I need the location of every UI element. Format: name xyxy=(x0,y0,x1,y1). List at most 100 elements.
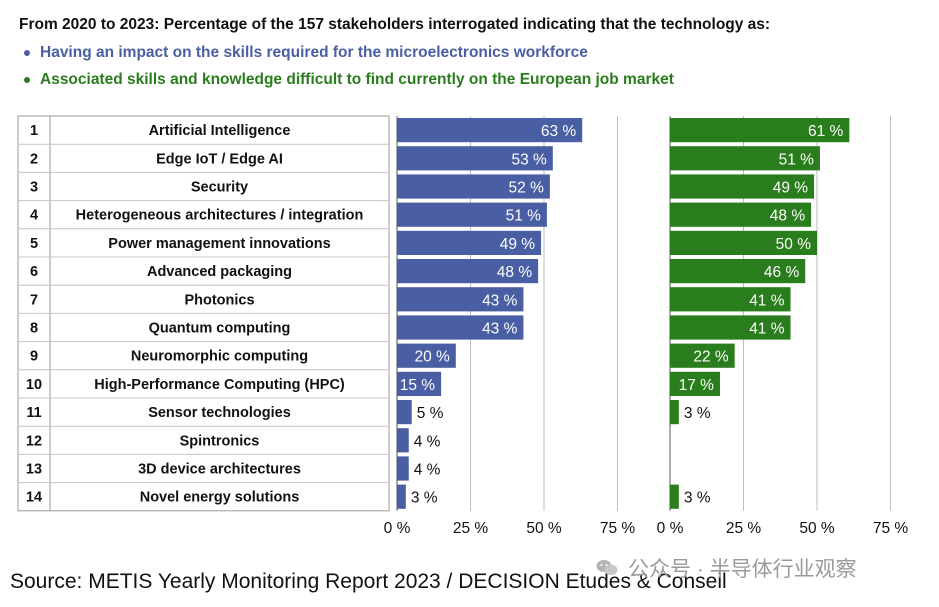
bar xyxy=(397,400,412,425)
bar xyxy=(670,174,815,199)
bar xyxy=(670,230,817,255)
legend-marker-impact xyxy=(24,50,30,56)
x-tick-label: 0 % xyxy=(657,520,684,537)
data-label: 49 % xyxy=(773,180,809,197)
x-tick-label: 75 % xyxy=(873,520,909,537)
data-label: 3 % xyxy=(684,490,711,507)
data-label: 22 % xyxy=(693,349,729,366)
data-label: 48 % xyxy=(770,208,806,225)
data-label: 63 % xyxy=(541,123,577,140)
legend-item-impact: Having an impact on the skills required … xyxy=(24,44,588,62)
x-tick-label: 25 % xyxy=(726,520,762,537)
rank-label: 4 xyxy=(30,208,38,224)
wechat-icon xyxy=(596,560,618,576)
data-label: 15 % xyxy=(400,377,436,394)
rank-label: 7 xyxy=(30,292,38,308)
rank-label: 6 xyxy=(30,264,38,280)
bar xyxy=(397,259,539,284)
bar xyxy=(397,146,553,171)
rank-label: 1 xyxy=(30,123,38,139)
rank-label: 10 xyxy=(26,377,42,393)
category-label: 3D device architectures xyxy=(138,462,301,478)
watermark-text: 公众号 · 半导体行业观察 xyxy=(628,558,857,581)
x-tick-label: 75 % xyxy=(600,520,636,537)
bar xyxy=(397,174,550,199)
rank-label: 11 xyxy=(26,405,41,421)
legend-marker-difficult xyxy=(24,77,30,83)
category-label: Artificial Intelligence xyxy=(149,123,291,139)
bar xyxy=(670,202,812,227)
bar xyxy=(397,343,456,368)
category-label: High-Performance Computing (HPC) xyxy=(94,377,345,393)
rank-label: 8 xyxy=(30,321,38,337)
bar xyxy=(397,315,524,340)
rank-label: 2 xyxy=(30,151,38,167)
bar xyxy=(670,315,791,340)
category-label: Heterogeneous architectures / integratio… xyxy=(76,208,364,224)
data-label: 3 % xyxy=(684,405,711,422)
category-label: Novel energy solutions xyxy=(140,490,300,506)
x-tick-label: 0 % xyxy=(384,520,411,537)
x-tick-label: 25 % xyxy=(453,520,489,537)
bar xyxy=(670,400,679,425)
category-label: Quantum computing xyxy=(149,321,291,337)
bar xyxy=(670,484,679,509)
data-label: 20 % xyxy=(414,349,450,366)
category-label: Sensor technologies xyxy=(148,405,291,421)
data-label: 3 % xyxy=(411,490,438,507)
data-label: 41 % xyxy=(749,292,785,309)
data-label: 17 % xyxy=(679,377,715,394)
rank-label: 9 xyxy=(30,349,38,365)
category-label: Photonics xyxy=(184,292,254,308)
rank-label: 5 xyxy=(30,236,38,252)
x-tick-label: 50 % xyxy=(799,520,835,537)
data-label: 49 % xyxy=(500,236,536,253)
bar xyxy=(397,484,406,509)
rank-label: 13 xyxy=(26,462,42,478)
bar xyxy=(670,287,791,312)
bar xyxy=(397,118,583,143)
rank-label: 3 xyxy=(30,180,38,196)
category-label: Edge IoT / Edge AI xyxy=(156,151,283,167)
bar xyxy=(397,456,409,481)
rank-label: 12 xyxy=(26,433,42,449)
data-label: 51 % xyxy=(779,151,815,168)
bar xyxy=(670,118,850,143)
legend-label-difficult: Associated skills and knowledge difficul… xyxy=(40,71,674,88)
data-label: 51 % xyxy=(506,208,542,225)
bar xyxy=(670,371,720,396)
bar xyxy=(670,343,735,368)
bar xyxy=(397,202,547,227)
category-label: Power management innovations xyxy=(108,236,330,252)
bar xyxy=(397,371,442,396)
data-label: 48 % xyxy=(497,264,533,281)
data-label: 50 % xyxy=(776,236,812,253)
data-label: 43 % xyxy=(482,292,518,309)
category-label: Neuromorphic computing xyxy=(131,349,308,365)
bar xyxy=(397,428,409,453)
data-label: 43 % xyxy=(482,321,518,338)
data-label: 4 % xyxy=(414,462,441,479)
data-label: 53 % xyxy=(511,151,547,168)
legend-item-difficult: Associated skills and knowledge difficul… xyxy=(24,71,674,89)
bar xyxy=(397,287,524,312)
data-label: 61 % xyxy=(808,123,844,140)
legend-label-impact: Having an impact on the skills required … xyxy=(40,44,588,61)
x-tick-label: 50 % xyxy=(526,520,562,537)
category-label: Spintronics xyxy=(180,433,260,449)
bar xyxy=(397,230,542,255)
data-label: 52 % xyxy=(509,180,545,197)
category-label: Security xyxy=(191,180,248,196)
data-label: 46 % xyxy=(764,264,800,281)
watermark: 公众号 · 半导体行业观察 xyxy=(596,553,857,583)
source-note: Source: METIS Yearly Monitoring Report 2… xyxy=(10,570,727,593)
rank-label: 14 xyxy=(26,490,42,506)
category-label: Advanced packaging xyxy=(147,264,292,280)
chart-title: From 2020 to 2023: Percentage of the 157… xyxy=(19,16,771,33)
data-label: 4 % xyxy=(414,433,441,450)
data-label: 41 % xyxy=(749,321,785,338)
data-label: 5 % xyxy=(417,405,444,422)
bar xyxy=(670,259,806,284)
bar xyxy=(670,146,820,171)
